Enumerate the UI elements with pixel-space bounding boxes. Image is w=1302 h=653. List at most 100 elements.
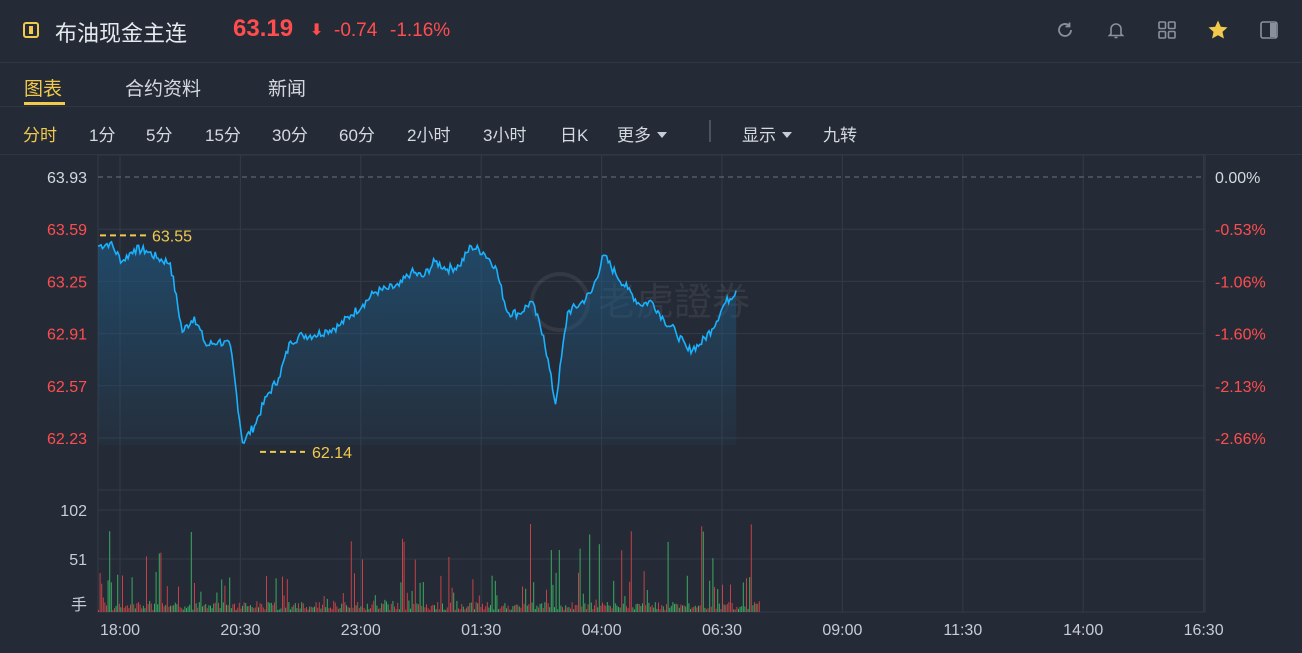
volume-bar [269, 603, 271, 612]
x-tick-label: 23:00 [341, 622, 381, 639]
period-2h[interactable]: 2小时 [407, 126, 451, 145]
tab-news[interactable]: 新闻 [268, 79, 307, 100]
volume-bar [358, 608, 360, 612]
volume-bar [170, 605, 171, 612]
volume-y-tick: 102 [60, 503, 87, 520]
volume-bar [744, 606, 746, 612]
volume-bar [560, 605, 562, 612]
volume-bar [194, 583, 195, 612]
volume-bar [456, 600, 458, 612]
volume-bar [202, 606, 203, 612]
volume-bar [139, 604, 141, 612]
active-tab-indicator [24, 102, 65, 105]
volume-bar [355, 605, 357, 612]
volume-bar [752, 605, 754, 612]
volume-bar [531, 602, 533, 612]
volume-bar [392, 601, 394, 612]
volume-bar [141, 608, 143, 612]
volume-bar [229, 577, 231, 612]
volume-bar [597, 607, 599, 612]
nine-turn-toggle[interactable]: 九转 [823, 126, 857, 145]
volume-bar [397, 602, 399, 612]
down-arrow-icon: ⬇ [310, 22, 324, 39]
volume-bar [602, 602, 603, 612]
volume-bar [163, 606, 165, 612]
bell-icon[interactable] [1103, 17, 1129, 43]
period-1min[interactable]: 1分 [89, 126, 116, 145]
volume-bar [278, 609, 280, 612]
volume-bar [416, 603, 418, 612]
display-dropdown[interactable]: 显示 [742, 121, 792, 146]
volume-bar [450, 602, 451, 612]
volume-bar [557, 609, 559, 612]
low-marker-label: 62.14 [312, 445, 352, 462]
volume-bar [690, 609, 691, 612]
volume-bar [598, 544, 600, 612]
volume-bar [357, 602, 359, 612]
volume-bar [117, 574, 119, 612]
volume-bar [659, 609, 661, 612]
volume-bar [110, 582, 112, 612]
y-tick-left: 62.91 [47, 327, 87, 344]
volume-bar [562, 607, 563, 612]
volume-bar [107, 580, 109, 612]
volume-bar [363, 607, 365, 612]
volume-bar [157, 604, 159, 612]
volume-bar [120, 607, 122, 612]
volume-bar [174, 602, 176, 612]
grid-icon[interactable] [1154, 17, 1180, 43]
volume-bar [373, 600, 375, 612]
period-5min[interactable]: 5分 [146, 126, 173, 145]
more-dropdown[interactable]: 更多 [617, 121, 667, 146]
volume-bar [144, 608, 146, 612]
period-daily[interactable]: 日K [560, 126, 589, 145]
volume-bar [656, 608, 658, 612]
period-60min[interactable]: 60分 [339, 126, 375, 145]
tab-contract-info[interactable]: 合约资料 [125, 79, 202, 100]
volume-bar [621, 550, 623, 612]
refresh-icon[interactable] [1052, 17, 1078, 43]
volume-bar [478, 595, 480, 612]
volume-bar [518, 606, 520, 612]
volume-bar [685, 606, 687, 612]
volume-bar [734, 609, 736, 612]
volume-bar [408, 600, 410, 612]
volume-bar [715, 608, 717, 612]
instrument-title: 布油现金主连 [55, 21, 188, 46]
star-icon[interactable] [1205, 17, 1231, 43]
volume-bar [325, 607, 327, 612]
volume-bar [707, 608, 709, 612]
volume-bar [574, 605, 576, 612]
volume-bar [661, 605, 663, 612]
volume-bar [400, 582, 402, 612]
volume-bar [330, 607, 331, 612]
period-3h[interactable]: 3小时 [483, 126, 527, 145]
volume-bar [275, 578, 277, 612]
volume-bar [618, 607, 619, 612]
volume-bar [749, 577, 751, 612]
volume-bar [538, 607, 539, 612]
volume-bar [102, 597, 104, 612]
volume-bar [466, 607, 467, 612]
period-timeshare[interactable]: 分时 [23, 126, 57, 145]
volume-bar [187, 606, 189, 612]
period-30min[interactable]: 30分 [272, 126, 308, 145]
volume-bar [464, 609, 466, 612]
volume-bar [195, 603, 197, 612]
panel-icon[interactable] [1256, 17, 1282, 43]
volume-bar [299, 608, 301, 612]
volume-bar [370, 608, 371, 612]
volume-bar [123, 607, 125, 612]
volume-bar [235, 609, 237, 612]
tab-bar: 图表 合约资料 新闻 [0, 62, 1302, 107]
volume-bar [523, 603, 525, 612]
volume-bar [606, 602, 608, 612]
volume-bar [546, 589, 547, 612]
volume-bar [237, 607, 239, 612]
tab-chart[interactable]: 图表 [24, 79, 63, 100]
volume-bar [426, 604, 427, 612]
volume-bar [205, 604, 207, 612]
volume-bar [382, 604, 384, 612]
period-15min[interactable]: 15分 [205, 126, 241, 145]
